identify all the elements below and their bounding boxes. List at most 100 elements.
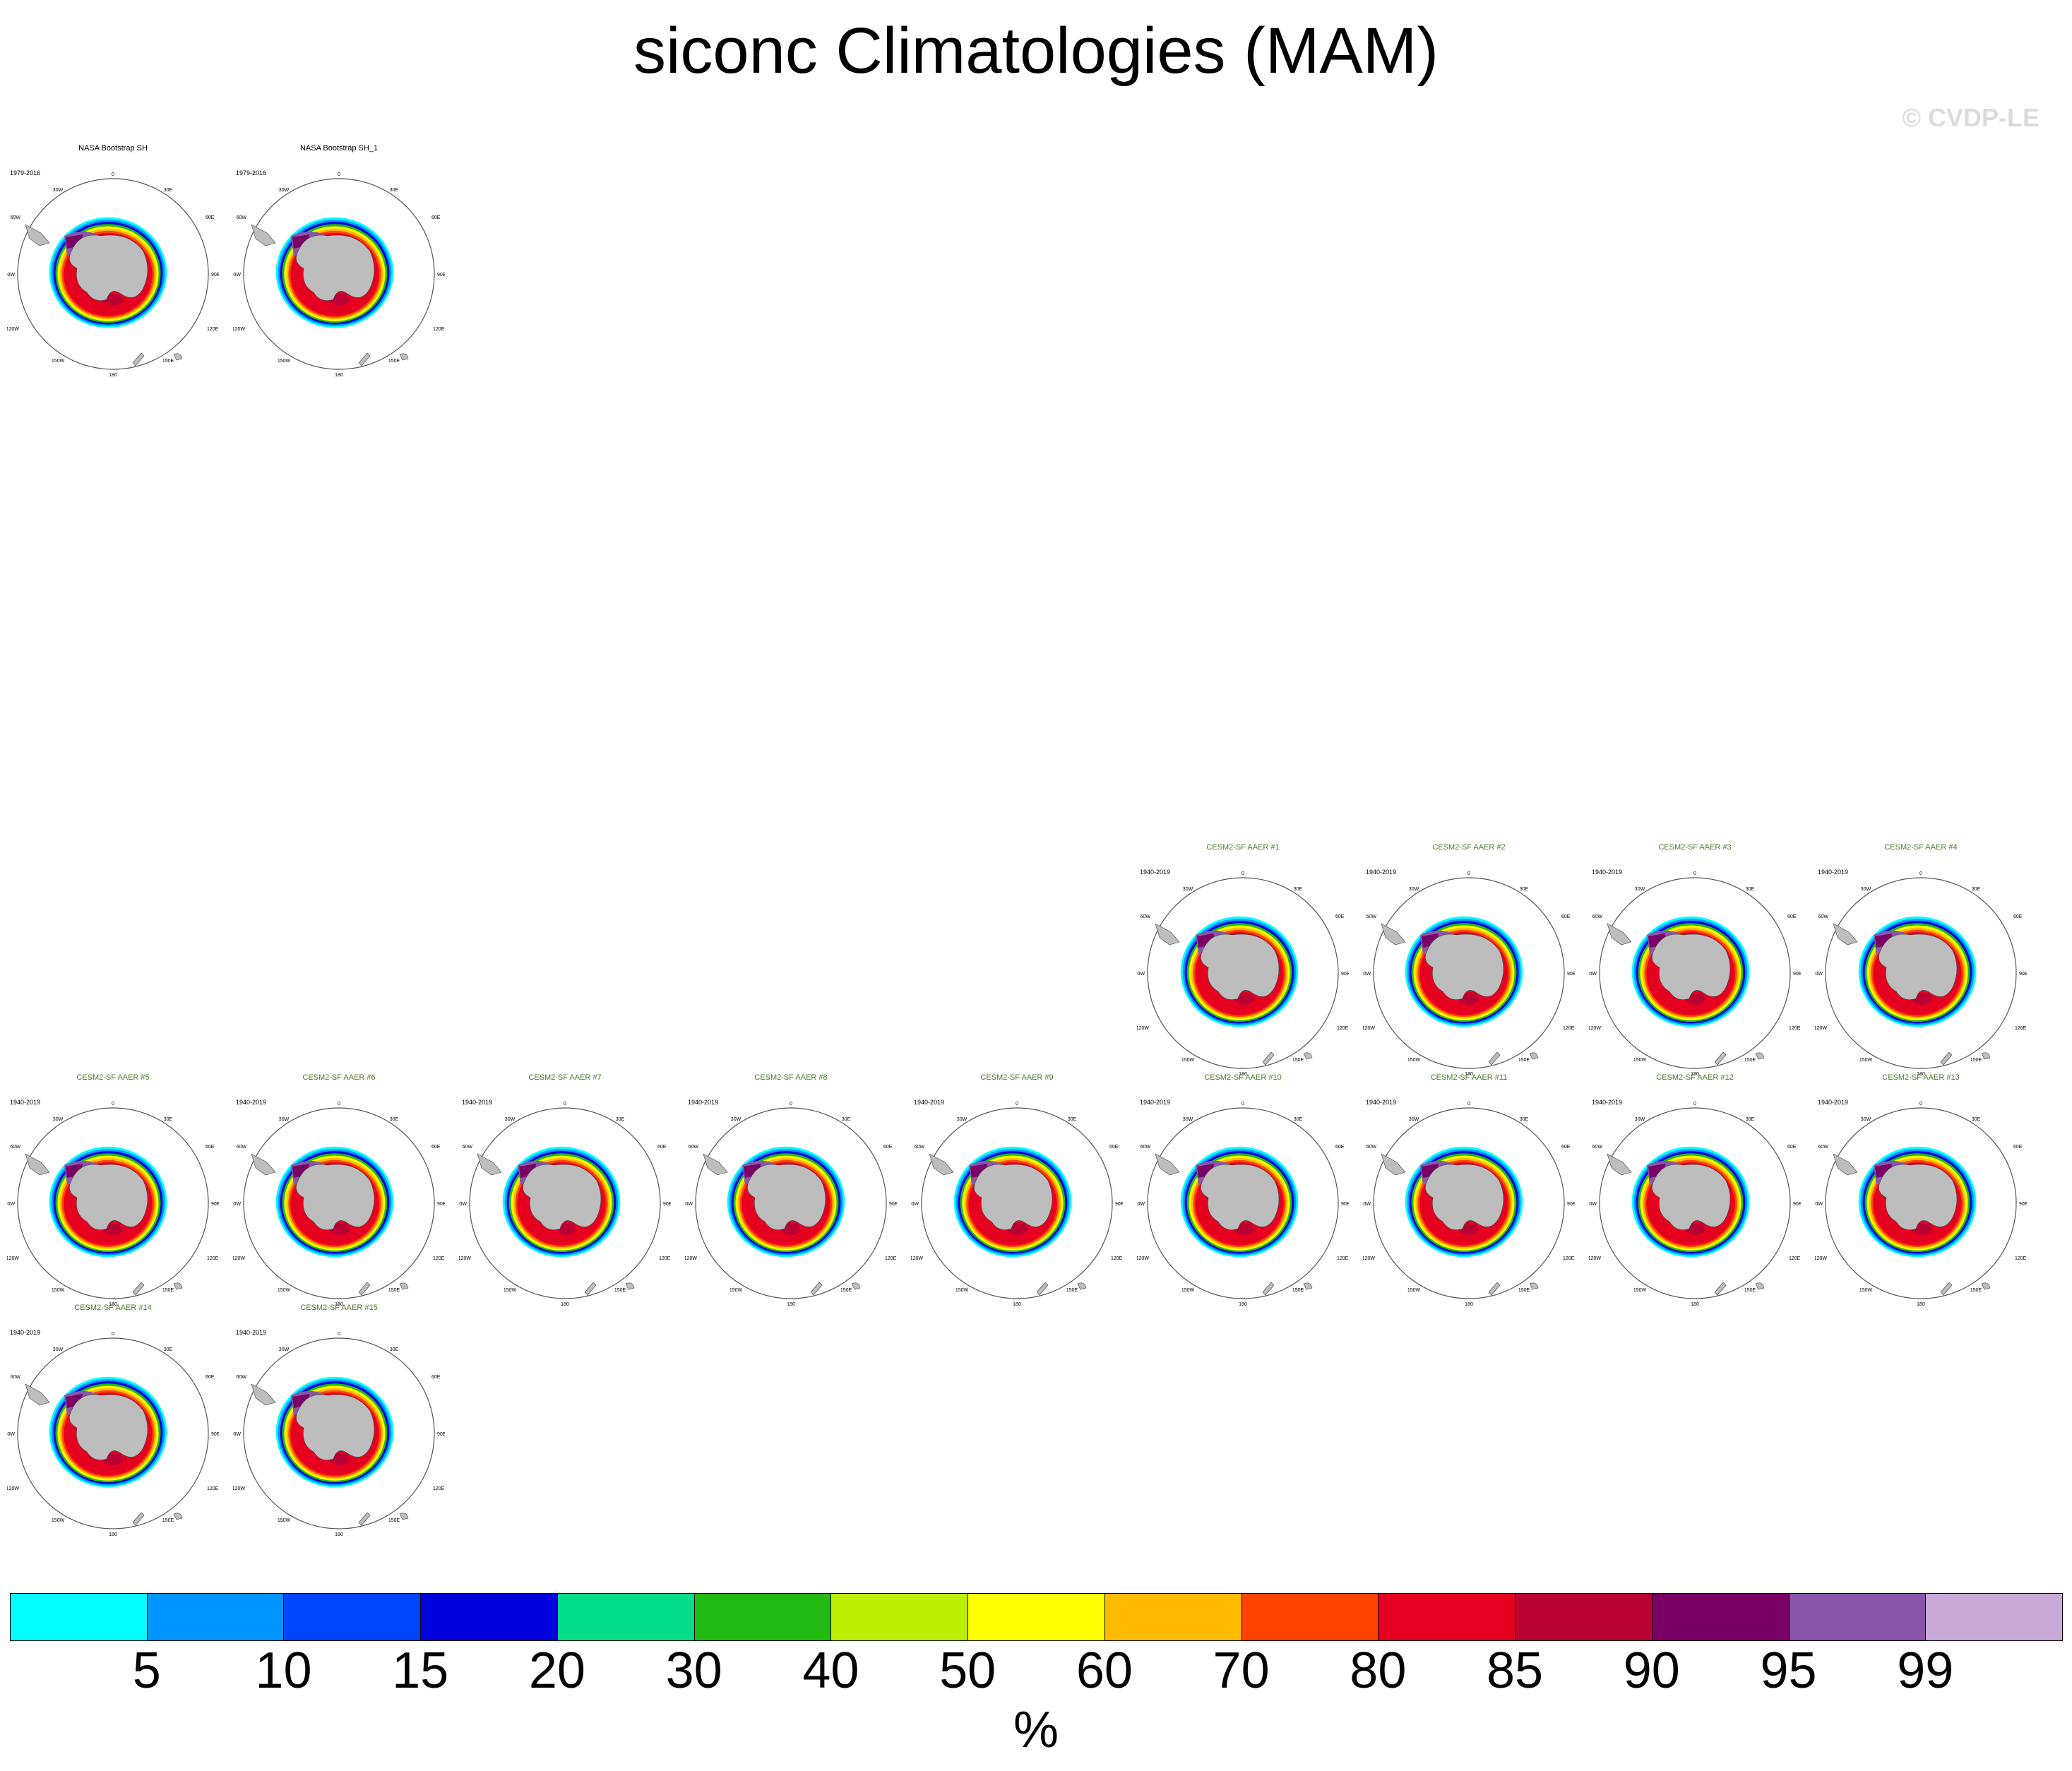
colorbar-box: [420, 1593, 558, 1641]
lon-label-60w: 60W: [915, 1145, 925, 1150]
panel-period: 1940-2019: [688, 1099, 719, 1106]
lon-label-120w: 120W: [1137, 1026, 1149, 1031]
lon-label-90e: 90E: [1341, 972, 1349, 977]
tasmania-landmass: [399, 353, 409, 361]
lon-label-30e: 30E: [390, 1117, 399, 1122]
map-panel: NASA Bootstrap SH_1 1979-2016 0 30W 30E 60W 60…: [233, 144, 445, 378]
lon-label-30w: 30W: [505, 1117, 516, 1122]
lon-label-120w: 120W: [459, 1256, 471, 1261]
lon-label-120w: 120W: [1589, 1256, 1601, 1261]
lon-label-90w: 90W: [7, 1432, 15, 1437]
tasmania-landmass: [1981, 1052, 1991, 1060]
polar-stereographic-map: 0 30W 30E 60W 60E 90W 90E 120W 120E 150W 150E 180: [233, 172, 445, 378]
panel-period: 1940-2019: [236, 1099, 267, 1106]
colorbar-box: [830, 1593, 969, 1641]
lon-label-90e: 90E: [437, 1432, 445, 1437]
lon-label-30e: 30E: [390, 1347, 399, 1352]
lon-label-60w: 60W: [1818, 914, 1829, 919]
lon-label-120e: 120E: [207, 327, 219, 332]
colorbar-box: [283, 1593, 422, 1641]
lon-label-30e: 30E: [1294, 1117, 1303, 1122]
lon-label-150e: 150E: [1970, 1058, 1982, 1063]
antarctica-landmass: [523, 1164, 602, 1230]
lon-label-30e: 30E: [1746, 887, 1755, 892]
map-panel: CESM2-SF AAER #10 1940-2019 0 30W 30E 60W 60E 9…: [1137, 1073, 1349, 1307]
south-america-landmass: [929, 1153, 954, 1176]
lon-label-90e: 90E: [2019, 1202, 2027, 1207]
lon-label-180: 180: [1691, 1072, 1699, 1077]
map-panel: CESM2-SF AAER #5 1940-2019 0 30W 30E 60W 60E 90…: [7, 1073, 219, 1307]
lon-label-150w: 150W: [1859, 1058, 1873, 1063]
panel-period: 1940-2019: [1592, 869, 1623, 876]
lon-label-top: 0: [338, 172, 340, 177]
polar-map: 0 30W 30E 60W 60E 90W 90E 120W 120E 150W 150E 180: [233, 1102, 445, 1307]
colorbar-label: 80: [1350, 1642, 1407, 1699]
map-panel: CESM2-SF AAER #3 1940-2019 0 30W 30E 60W 60E 90…: [1589, 843, 1801, 1077]
colorbar-label: 15: [392, 1642, 449, 1699]
panel-title: CESM2-SF AAER #10: [1204, 1073, 1282, 1082]
lon-label-150e: 150E: [614, 1288, 626, 1293]
lon-label-120e: 120E: [2015, 1256, 2027, 1261]
colorbar-box: [10, 1593, 148, 1641]
colorbar-label: 90: [1623, 1642, 1680, 1699]
south-america-landmass: [25, 1153, 50, 1176]
lon-label-120w: 120W: [685, 1256, 697, 1261]
lon-label-120w: 120W: [1363, 1026, 1375, 1031]
lon-label-90e: 90E: [1793, 972, 1801, 977]
panel-period: 1979-2016: [10, 169, 41, 177]
lon-label-120w: 120W: [1815, 1026, 1827, 1031]
lon-label-120e: 120E: [659, 1256, 671, 1261]
lon-label-180: 180: [1917, 1072, 1925, 1077]
lon-label-120w: 120W: [1137, 1256, 1149, 1261]
lon-label-60w: 60W: [1592, 914, 1603, 919]
lon-label-180: 180: [335, 1532, 343, 1537]
lon-label-top: 0: [790, 1102, 792, 1107]
panel-period: 1940-2019: [10, 1099, 41, 1106]
lon-label-90w: 90W: [459, 1202, 467, 1207]
lon-label-120w: 120W: [7, 1256, 19, 1261]
lon-label-60w: 60W: [1141, 914, 1151, 919]
lon-label-90e: 90E: [1567, 1202, 1575, 1207]
polar-stereographic-map: 0 30W 30E 60W 60E 90W 90E 120W 120E 150W 150E 180: [7, 1102, 219, 1307]
lon-label-90w: 90W: [7, 273, 15, 278]
lon-label-90w: 90W: [685, 1202, 693, 1207]
lon-label-30e: 30E: [164, 1347, 173, 1352]
antarctica-landmass: [1879, 1164, 1958, 1230]
lon-label-90w: 90W: [233, 1202, 241, 1207]
lon-label-90e: 90E: [1567, 972, 1575, 977]
colorbar-label: 5: [132, 1642, 161, 1699]
antarctica-landmass: [296, 234, 375, 301]
new-zealand-landmass: [132, 1282, 145, 1296]
lon-label-120e: 120E: [207, 1256, 219, 1261]
panel-period: 1940-2019: [1818, 1099, 1849, 1106]
lon-label-180: 180: [1239, 1302, 1247, 1307]
antarctica-landmass: [1425, 934, 1504, 1000]
south-america-landmass: [1155, 923, 1180, 946]
tasmania-landmass: [851, 1282, 861, 1290]
lon-label-30e: 30E: [1746, 1117, 1755, 1122]
lon-label-150w: 150W: [1181, 1288, 1195, 1293]
panel-title: NASA Bootstrap SH: [78, 144, 148, 153]
lon-label-60e: 60E: [206, 215, 215, 220]
lon-label-150w: 150W: [52, 1288, 65, 1293]
lon-label-top: 0: [112, 172, 114, 177]
tasmania-landmass: [1981, 1282, 1991, 1290]
lon-label-30e: 30E: [1520, 887, 1529, 892]
lon-label-60e: 60E: [1787, 1145, 1797, 1150]
south-america-landmass: [1607, 923, 1632, 946]
lon-label-90w: 90W: [233, 273, 241, 278]
panel-period: 1940-2019: [1140, 869, 1171, 876]
map-panel: NASA Bootstrap SH 1979-2016 0 30W 30E 60W 60E 9…: [7, 144, 219, 378]
panel-title: CESM2-SF AAER #4: [1884, 843, 1958, 852]
lon-label-60w: 60W: [1141, 1145, 1151, 1150]
panel-period: 1940-2019: [10, 1329, 41, 1336]
tasmania-landmass: [173, 1282, 183, 1290]
lon-label-150e: 150E: [1970, 1288, 1982, 1293]
lon-label-30w: 30W: [1861, 1117, 1871, 1122]
panel-title: CESM2-SF AAER #12: [1656, 1073, 1734, 1082]
polar-stereographic-map: 0 30W 30E 60W 60E 90W 90E 120W 120E 150W 150E 180: [459, 1102, 671, 1307]
lon-label-150e: 150E: [388, 1288, 400, 1293]
lon-label-90e: 90E: [2019, 972, 2027, 977]
antarctica-landmass: [69, 234, 148, 301]
polar-map: 0 30W 30E 60W 60E 90W 90E 120W 120E 150W 150E 180: [233, 1332, 445, 1537]
